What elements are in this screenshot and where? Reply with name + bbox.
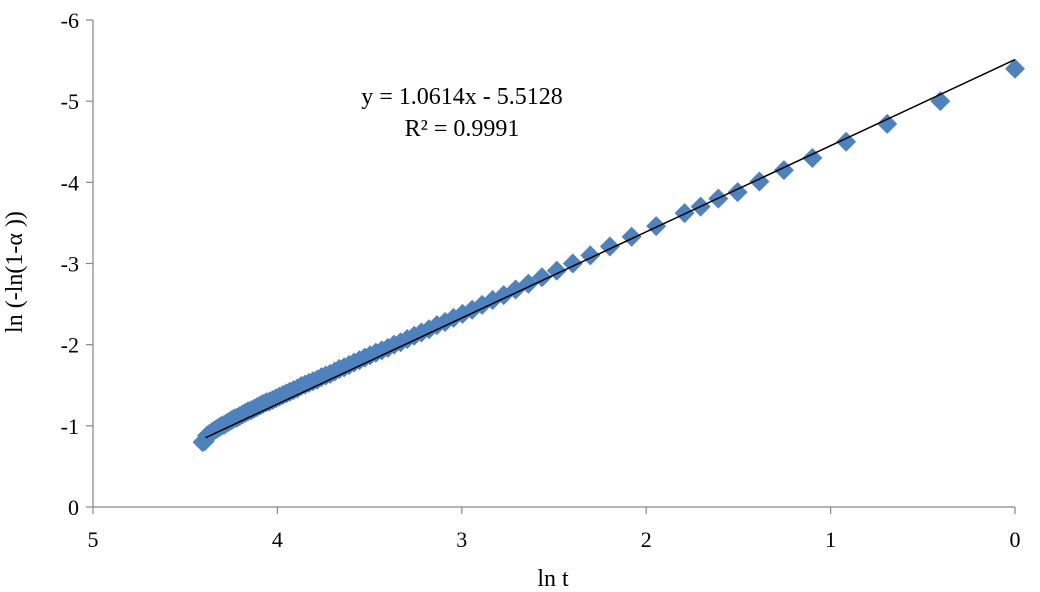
- axes-group: 0 -1 -2 -3 -4 -5 -6 5 4 3 2 1 0: [61, 8, 1021, 552]
- data-point: [877, 113, 898, 134]
- trendline: [205, 58, 1016, 439]
- data-point: [599, 236, 620, 257]
- y-axis-title: ln (-ln(1-α )): [2, 211, 28, 333]
- trendline-group: [205, 58, 1016, 439]
- trendline-equation: y = 1.0614x - 5.5128: [361, 84, 563, 110]
- y-tick-label: -6: [61, 8, 79, 33]
- y-tick-label: -5: [61, 89, 79, 114]
- y-tick-label: -4: [61, 170, 79, 195]
- data-point: [1005, 58, 1025, 79]
- data-points: [192, 58, 1025, 453]
- y-tick-label: -2: [61, 333, 79, 358]
- data-point: [802, 147, 823, 168]
- x-tick-label: 4: [272, 527, 283, 552]
- x-axis-title: ln t: [537, 566, 569, 592]
- x-tick-label: 5: [88, 527, 99, 552]
- x-tick-label: 3: [456, 527, 467, 552]
- y-tick-label: 0: [68, 495, 79, 520]
- y-tick-label: -1: [61, 414, 79, 439]
- x-tick-label: 1: [825, 527, 836, 552]
- x-tick-label: 0: [1010, 527, 1021, 552]
- data-point: [621, 226, 642, 247]
- trendline-r2: R² = 0.9991: [405, 116, 520, 142]
- x-tick-label: 2: [641, 527, 652, 552]
- y-tick-label: -3: [61, 252, 79, 277]
- data-point: [646, 216, 667, 237]
